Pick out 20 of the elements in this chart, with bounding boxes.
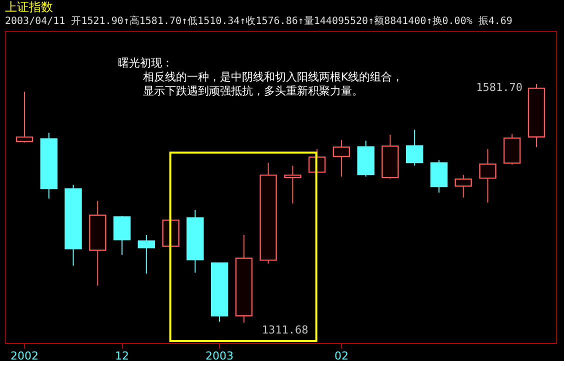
candlestick [138, 234, 156, 274]
candlestick [113, 215, 131, 256]
annotation: 显示下跌遇到顽强抵抗，多头重新积聚力量。 [142, 84, 363, 98]
candlestick [332, 140, 350, 178]
candlestick [454, 174, 472, 198]
chart-subtitle: 2003/04/11 开1521.90↑高1581.70↑低1510.34↑收1576.86↑量144095520↑额8841400↑换0.00% 振4.69 [5, 15, 512, 27]
candlestick [284, 165, 302, 204]
candlestick [430, 160, 448, 194]
x-tick-label: 2002 [10, 350, 39, 362]
text: 1311.68 [262, 324, 308, 337]
x-tick-label: 12 [115, 350, 130, 362]
chart-title: 上证指数 [5, 0, 53, 14]
x-tick-label: 02 [334, 350, 348, 362]
candlestick [479, 148, 496, 204]
x-tick-label: 2003 [206, 350, 234, 362]
candlestick [16, 91, 34, 143]
annotation: 1581.70 [476, 81, 522, 94]
text: 相反线的一种，是中阴线和切入阳线两根K线的组合， [142, 70, 404, 84]
text: 曙光初现： [118, 56, 173, 70]
candlestick [406, 129, 424, 166]
